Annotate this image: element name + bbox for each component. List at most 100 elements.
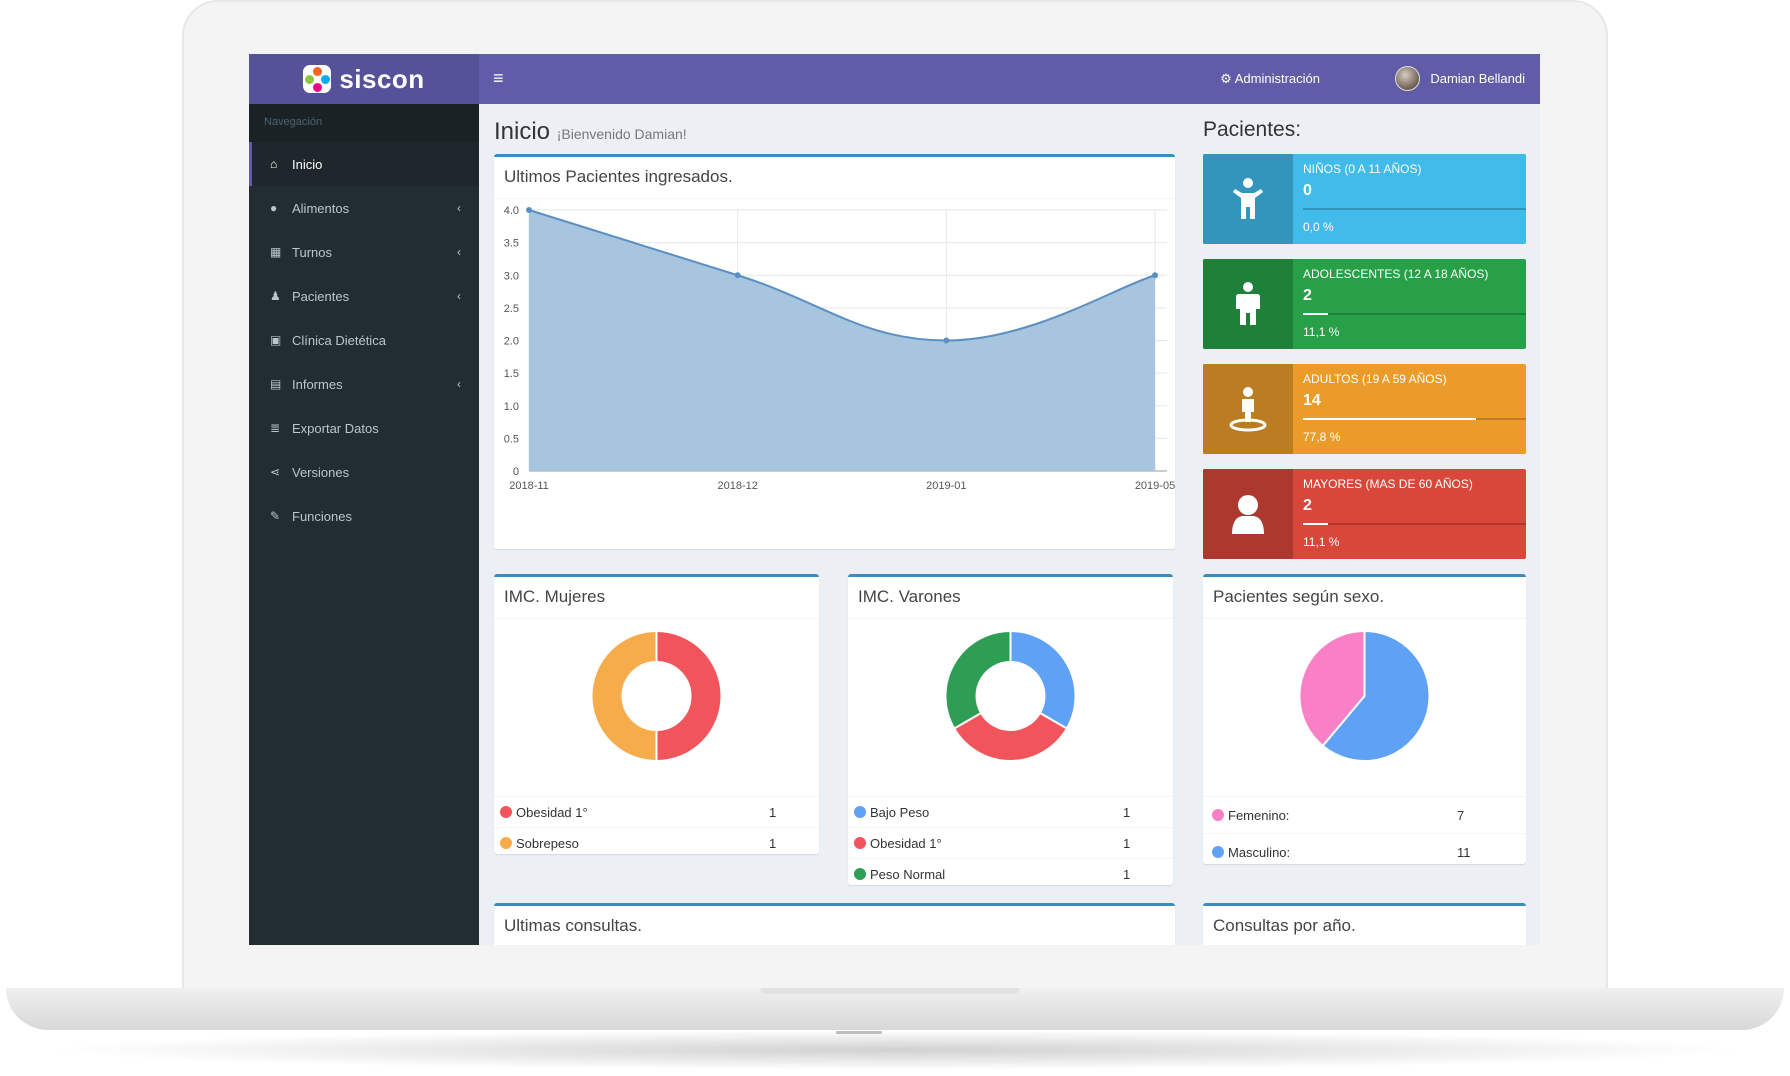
sidebar-item-label: Clínica Dietética [292,332,386,348]
sexo-box: Pacientes según sexo. Femenino: 7 Mascul… [1203,574,1526,864]
legend-label: Sobrepeso [516,835,579,851]
legend-item: Masculino: 11 [1203,833,1526,870]
box-title: IMC. Mujeres [494,577,819,619]
legend-value: 7 [1457,807,1465,823]
imc-varones-box: IMC. Varones Bajo Peso 1 Obesidad 1° 1 P… [848,574,1173,885]
pie-slice [952,711,1069,762]
progress-fill [1303,523,1328,525]
progress-fill [1303,313,1328,315]
user-menu[interactable]: Damian Bellandi [1395,66,1525,91]
share-icon: ⋖ [270,465,281,479]
sidebar-item-inicio[interactable]: ⌂ Inicio [249,142,479,186]
legend-value: 1 [1123,835,1131,851]
legend-value: 1 [769,804,777,820]
info-label: ADULTOS (19 A 59 AÑOS) [1303,372,1447,386]
gear-icon: ⚙ [1220,71,1232,86]
medkit-icon: ▣ [270,333,282,347]
consultas-anio-box: Consultas por año. [1203,903,1526,945]
file-icon: ▤ [270,377,282,391]
y-tick-label: 0.5 [504,433,519,445]
area-fill [529,210,1155,471]
calendar-icon: ▦ [270,245,282,259]
sidebar-item-label: Turnos [292,244,332,260]
apple-icon: ● [270,201,278,215]
progress-fill [1303,418,1477,420]
y-tick-label: 0 [513,466,519,478]
y-tick-label: 3.5 [504,238,519,250]
box-title: Pacientes según sexo. [1203,577,1526,619]
avatar [1395,66,1421,91]
y-tick-label: 4.0 [504,205,519,217]
info-box-ninos: NIÑOS (0 A 11 AÑOS) 0 0,0 % [1203,154,1526,244]
wrench-icon: ✎ [270,509,281,523]
data-point [943,337,950,344]
y-tick-label: 2.0 [504,336,519,348]
pie-slice [1321,629,1431,762]
sidebar-item-label: Alimentos [292,200,350,216]
admin-label: Administración [1234,71,1320,86]
sidebar-item-versiones[interactable]: ⋖ Versiones [249,450,479,494]
administracion-link[interactable]: ⚙ Administración [1220,71,1320,87]
sidebar-item-label: Exportar Datos [292,420,379,436]
area-chart: 0 0.5 1.0 1.5 2.0 2.5 3.0 3.5 4.0 2018-11 2018-12 2… [504,205,1175,492]
sidebar-item-exportar[interactable]: ≣ Exportar Datos [249,406,479,450]
x-tick-label: 2018-12 [717,480,757,492]
box-title: Ultimos Pacientes ingresados. [494,157,1175,199]
progress-bar [1303,418,1526,420]
legend-label: Masculino: [1228,844,1291,860]
sidebar-toggle-icon[interactable]: ≡ [493,68,504,88]
sidebar-item-turnos[interactable]: ▦ Turnos ‹ [249,230,479,274]
laptop-base [6,988,1784,1030]
series-line [528,209,1156,342]
legend-label: Peso Normal [870,866,946,882]
sidebar-item-informes[interactable]: ▤ Informes ‹ [249,362,479,406]
legend-label: Femenino: [1228,807,1290,823]
progress-bar [1303,523,1526,525]
sidebar-item-alimentos[interactable]: ● Alimentos ‹ [249,186,479,230]
user-icon [1203,469,1293,559]
x-tick-label: 2019-01 [926,480,966,492]
legend-label: Obesidad 1° [516,804,588,820]
data-point [1152,272,1158,279]
info-percent: 11,1 % [1303,535,1340,549]
legend-item: Femenino: 7 [1203,796,1526,833]
y-tick-label: 2.5 [504,303,519,315]
y-tick-label: 1.0 [504,401,519,413]
legend-dot [500,806,512,818]
legend-value: 11 [1457,844,1471,860]
main-content: Inicio ¡Bienvenido Damian! Ultimos Pacie… [479,104,1540,945]
data-point [526,207,532,213]
page-title: Inicio ¡Bienvenido Damian! [494,118,687,146]
brand-logo[interactable]: siscon [249,54,479,104]
legend-value: 1 [1123,866,1131,882]
data-point [734,272,741,279]
user-name: Damian Bellandi [1430,71,1525,86]
chevron-left-icon: ‹ [457,245,461,259]
info-value: 2 [1303,497,1312,514]
chevron-left-icon: ‹ [457,377,461,391]
legend-dot [1212,809,1224,821]
y-tick-label: 1.5 [504,368,519,380]
sidebar-item-funciones[interactable]: ✎ Funciones [249,494,479,538]
x-tick-label: 2018-11 [509,480,549,492]
legend-dot [854,837,866,849]
sidebar-item-label: Informes [292,376,343,392]
pie-slice [590,629,658,763]
pacientes-title: Pacientes: [1203,118,1302,141]
pie-slice [655,629,723,763]
sidebar-item-clinica[interactable]: ▣ Clínica Dietética [249,318,479,362]
sidebar-item-pacientes[interactable]: ♟ Pacientes ‹ [249,274,479,318]
info-value: 0 [1303,182,1312,199]
ultimas-consultas-box: Ultimas consultas. [494,903,1175,945]
pie-slice [1009,629,1077,730]
sidebar-item-label: Pacientes [292,288,350,304]
brand-name: siscon [339,63,425,94]
imc-varones-chart [944,629,1077,762]
sidebar: Navegación ⌂ Inicio ● Alimentos ‹ ▦ Turn… [249,104,479,945]
legend-label: Obesidad 1° [870,835,942,851]
child-icon [1203,154,1293,244]
legend-dot [854,868,866,880]
box-title: Consultas por año. [1203,906,1526,945]
info-value: 14 [1303,392,1321,409]
info-label: NIÑOS (0 A 11 AÑOS) [1303,162,1422,176]
